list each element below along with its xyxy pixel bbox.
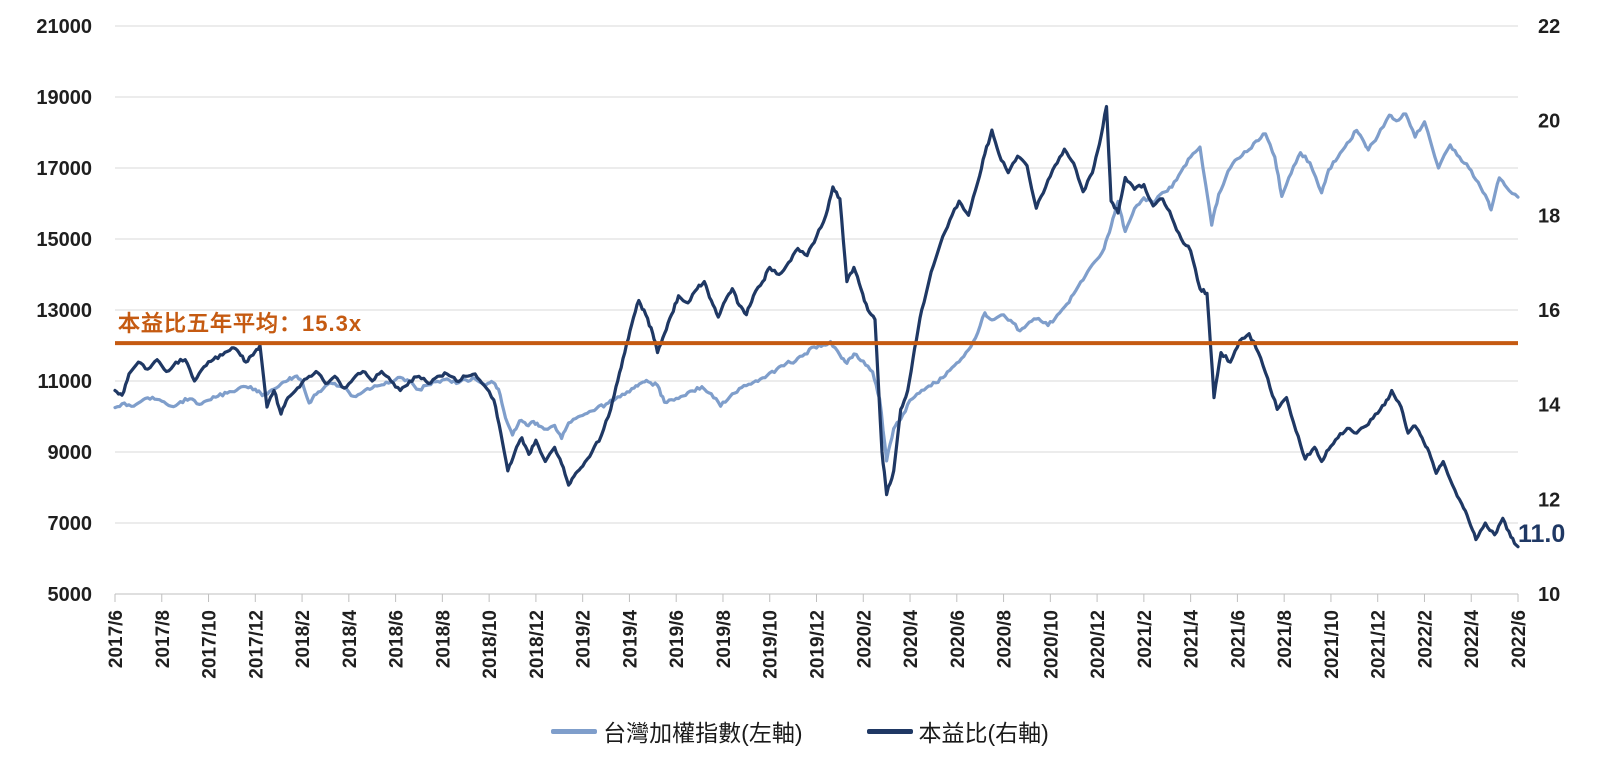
pe-line — [113, 104, 1520, 549]
x-axis-tick-label: 2020/2 — [854, 610, 875, 668]
legend-label-taiex: 台灣加權指數(左軸) — [603, 720, 803, 746]
pe-line-swatch — [866, 728, 913, 734]
x-axis-tick-label: 2020/12 — [1088, 610, 1109, 679]
taiex-line — [113, 112, 1520, 463]
left-axis-tick-label: 17000 — [36, 158, 92, 180]
x-axis-tick-label: 2019/4 — [620, 610, 641, 669]
x-axis-tick-label: 2022/2 — [1415, 610, 1436, 668]
x-axis-tick-label: 2019/12 — [808, 610, 829, 679]
x-axis-tick-label: 2021/6 — [1228, 610, 1249, 668]
x-axis-tick-label: 2020/6 — [948, 610, 969, 668]
left-axis-tick-label: 11000 — [37, 371, 92, 393]
taiex-line-swatch — [551, 728, 598, 734]
x-axis-tick-label: 2022/4 — [1462, 610, 1483, 669]
x-axis-tick-label: 2021/10 — [1322, 610, 1343, 679]
x-axis-tick-label: 2019/2 — [574, 610, 595, 668]
x-axis-tick-label: 2018/6 — [387, 610, 408, 668]
x-axis-tick-label: 2019/10 — [761, 610, 782, 679]
legend-label-pe: 本益比(右軸) — [918, 720, 1049, 746]
x-axis-tick-label: 2018/4 — [340, 610, 361, 669]
x-axis-tick-label: 2018/2 — [293, 610, 314, 668]
left-axis-tick-label: 13000 — [36, 300, 92, 322]
x-axis-tick-label: 2019/8 — [714, 610, 735, 668]
x-axis-tick-label: 2019/6 — [667, 610, 688, 668]
x-axis-tick-label: 2021/12 — [1369, 610, 1390, 679]
x-axis-tick-label: 2020/4 — [901, 610, 922, 669]
x-axis-tick-label: 2017/6 — [106, 610, 127, 668]
right-axis-tick-label: 22 — [1538, 16, 1560, 38]
legend-item-pe: 本益比(右軸) — [866, 714, 1049, 748]
right-axis-tick-label: 18 — [1538, 205, 1560, 227]
pe-series-end-value-label: 11.0 — [1518, 520, 1566, 548]
x-axis-tick-label: 2021/2 — [1135, 610, 1156, 668]
left-axis-tick-label: 19000 — [36, 87, 92, 109]
reference-line-label: 本益比五年平均：15.3x — [118, 311, 363, 336]
x-axis-tick-label: 2018/10 — [480, 610, 501, 679]
x-axis-tick-label: 2017/12 — [246, 610, 267, 679]
x-axis-tick-label: 2022/6 — [1509, 610, 1530, 668]
left-axis-tick-label: 21000 — [36, 16, 92, 38]
x-axis-tick-label: 2018/8 — [433, 610, 454, 668]
left-axis-tick-label: 7000 — [48, 513, 93, 535]
x-axis-tick-label: 2020/10 — [1041, 610, 1062, 679]
x-axis-tick-label: 2017/8 — [153, 610, 174, 668]
x-axis-tick-label: 2017/10 — [200, 610, 221, 679]
x-axis-tick-label: 2018/12 — [527, 610, 548, 679]
x-axis-tick-label: 2021/4 — [1182, 610, 1203, 669]
chart-legend: 台灣加權指數(左軸) 本益比(右軸) — [0, 714, 1600, 748]
right-axis-tick-label: 16 — [1538, 300, 1560, 322]
x-axis-tick-label: 2021/8 — [1275, 610, 1296, 668]
right-axis-tick-label: 20 — [1538, 111, 1560, 133]
right-axis-tick-label: 10 — [1538, 584, 1560, 606]
left-axis-tick-label: 5000 — [48, 584, 93, 606]
x-axis-tick-label: 2020/8 — [995, 610, 1016, 668]
right-axis-tick-label: 12 — [1538, 489, 1560, 511]
legend-item-taiex: 台灣加權指數(左軸) — [551, 714, 803, 748]
left-axis-tick-label: 15000 — [36, 229, 92, 251]
right-axis-tick-label: 14 — [1538, 395, 1561, 417]
left-axis-tick-label: 9000 — [48, 442, 93, 464]
